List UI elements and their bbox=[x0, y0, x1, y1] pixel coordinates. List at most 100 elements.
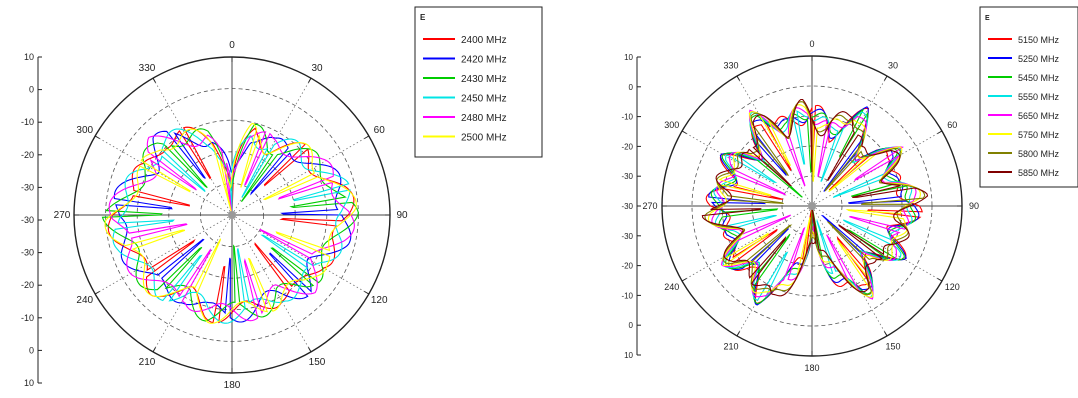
legend: E 5150 MHz 5250 MHz 5450 MHz 5550 MHz 5650 MH… bbox=[979, 6, 1078, 188]
angle-tick-mark bbox=[884, 75, 888, 81]
angle-tick-mark bbox=[308, 347, 312, 353]
series-lines bbox=[701, 98, 929, 306]
angle-tick-330: 330 bbox=[723, 61, 738, 71]
series-line-5800-mhz bbox=[704, 101, 926, 296]
angle-tick-mark bbox=[94, 135, 100, 139]
polar-chart-2400mhz-band: 0 30 60 90 120 150 180 210 240 270 300 330 10 0 -10 -20… bbox=[21, 6, 543, 391]
grid-spoke bbox=[736, 205, 813, 337]
radial-tick-label: -30 bbox=[621, 202, 633, 211]
legend-label: 2420 MHz bbox=[461, 55, 507, 66]
grid-spoke bbox=[811, 130, 943, 207]
legend-label: 2400 MHz bbox=[461, 35, 507, 46]
angle-tick-120: 120 bbox=[371, 295, 388, 306]
center-marker bbox=[228, 211, 236, 219]
angle-tick-300: 300 bbox=[664, 120, 679, 130]
angle-tick-mark bbox=[152, 77, 156, 83]
angle-tick-mark bbox=[681, 278, 687, 282]
angle-tick-0: 0 bbox=[809, 39, 814, 49]
angle-tick-240: 240 bbox=[76, 295, 93, 306]
radial-tick-label: 10 bbox=[624, 351, 633, 360]
legend-title: E bbox=[420, 13, 426, 22]
radial-tick-label: -10 bbox=[621, 113, 633, 122]
angle-tick-mark bbox=[736, 75, 740, 81]
radial-tick-label: 0 bbox=[29, 85, 34, 95]
radial-tick-label: -10 bbox=[21, 313, 34, 323]
angle-tick-mark bbox=[937, 130, 943, 134]
angle-tick-270: 270 bbox=[642, 201, 657, 211]
angle-tick-240: 240 bbox=[664, 282, 679, 292]
angle-tick-120: 120 bbox=[945, 282, 960, 292]
radial-tick-label: -30 bbox=[621, 172, 633, 181]
legend-label: 2430 MHz bbox=[461, 74, 507, 85]
series-line-2500-mhz bbox=[104, 122, 357, 324]
radial-tick-label: 0 bbox=[629, 83, 634, 92]
angle-tick-mark bbox=[736, 331, 740, 337]
radial-tick-label: 10 bbox=[24, 378, 34, 388]
radial-tick-label: 0 bbox=[629, 321, 634, 330]
series-lines bbox=[101, 122, 359, 324]
angle-tick-150: 150 bbox=[309, 357, 326, 368]
legend-label: 2450 MHz bbox=[461, 94, 507, 105]
legend-box bbox=[414, 6, 543, 158]
grid-spoke bbox=[736, 75, 813, 207]
center-marker bbox=[808, 202, 816, 210]
angle-tick-180: 180 bbox=[804, 363, 819, 373]
grid-spoke bbox=[811, 205, 888, 337]
legend-label: 5450 MHz bbox=[1018, 73, 1060, 83]
radial-tick-label: -20 bbox=[621, 262, 633, 271]
angle-tick-210: 210 bbox=[723, 341, 738, 351]
angle-tick-330: 330 bbox=[139, 63, 156, 74]
angle-tick-30: 30 bbox=[311, 63, 323, 74]
radial-tick-label: -30 bbox=[21, 215, 34, 225]
angle-tick-mark bbox=[94, 291, 100, 295]
radial-tick-label: -20 bbox=[621, 142, 633, 151]
angle-tick-labels: 0 30 60 90 120 150 180 210 240 270 300 330 bbox=[642, 39, 979, 373]
legend-label: 5850 MHz bbox=[1018, 168, 1060, 178]
angle-tick-150: 150 bbox=[885, 341, 900, 351]
legend-label: 2480 MHz bbox=[461, 113, 507, 124]
radial-tick-label: -10 bbox=[621, 291, 633, 300]
radial-tick-label: 0 bbox=[29, 345, 34, 355]
angle-tick-90: 90 bbox=[969, 201, 979, 211]
grid-spoke bbox=[811, 75, 888, 207]
angle-tick-mark bbox=[364, 135, 370, 139]
angle-tick-mark bbox=[937, 278, 943, 282]
series-line-2450-mhz bbox=[112, 128, 351, 324]
radial-tick-label: -10 bbox=[21, 117, 34, 127]
grid-spoke bbox=[231, 214, 312, 353]
polar-chart-5ghz-band: 0 30 60 90 120 150 180 210 240 270 300 330 10 0 -10 -20… bbox=[621, 6, 1078, 373]
angle-tick-mark bbox=[884, 331, 888, 337]
grid-spoke bbox=[681, 130, 813, 207]
legend-label: 5250 MHz bbox=[1018, 54, 1060, 64]
angle-tick-300: 300 bbox=[76, 125, 93, 136]
grid-spoke bbox=[681, 205, 813, 282]
angle-tick-60: 60 bbox=[947, 120, 957, 130]
angle-tick-210: 210 bbox=[139, 357, 156, 368]
legend: E 2400 MHz 2420 MHz 2430 MHz 2450 MHz 2480 MH… bbox=[414, 6, 543, 158]
series-line-2430-mhz bbox=[101, 123, 359, 322]
legend-label: 5650 MHz bbox=[1018, 111, 1060, 121]
radial-axis: 10 0 -10 -20 -30 -30 -30 -20 -10 0 10 bbox=[621, 53, 641, 360]
radial-tick-label: -20 bbox=[21, 150, 34, 160]
radial-tick-label: 10 bbox=[24, 52, 34, 62]
radial-tick-label: -30 bbox=[621, 232, 633, 241]
angle-tick-180: 180 bbox=[224, 380, 241, 391]
legend-label: 2500 MHz bbox=[461, 133, 507, 144]
angle-tick-30: 30 bbox=[888, 61, 898, 71]
angle-tick-mark bbox=[308, 77, 312, 83]
angle-tick-mark bbox=[364, 291, 370, 295]
legend-label: 5800 MHz bbox=[1018, 149, 1060, 159]
radial-tick-label: -30 bbox=[21, 182, 34, 192]
legend-label: 5150 MHz bbox=[1018, 35, 1060, 45]
angle-tick-90: 90 bbox=[396, 210, 408, 221]
grid-spoke bbox=[811, 205, 943, 282]
radial-axis: 10 0 -10 -20 -30 -30 -30 -20 -10 0 10 bbox=[21, 52, 42, 388]
series-line-5850-mhz bbox=[701, 98, 929, 297]
angle-tick-270: 270 bbox=[54, 210, 71, 221]
angle-tick-mark bbox=[152, 347, 156, 353]
radial-tick-label: 10 bbox=[624, 53, 633, 62]
angle-tick-0: 0 bbox=[229, 40, 235, 51]
angle-tick-60: 60 bbox=[374, 125, 386, 136]
angle-tick-mark bbox=[681, 130, 687, 134]
